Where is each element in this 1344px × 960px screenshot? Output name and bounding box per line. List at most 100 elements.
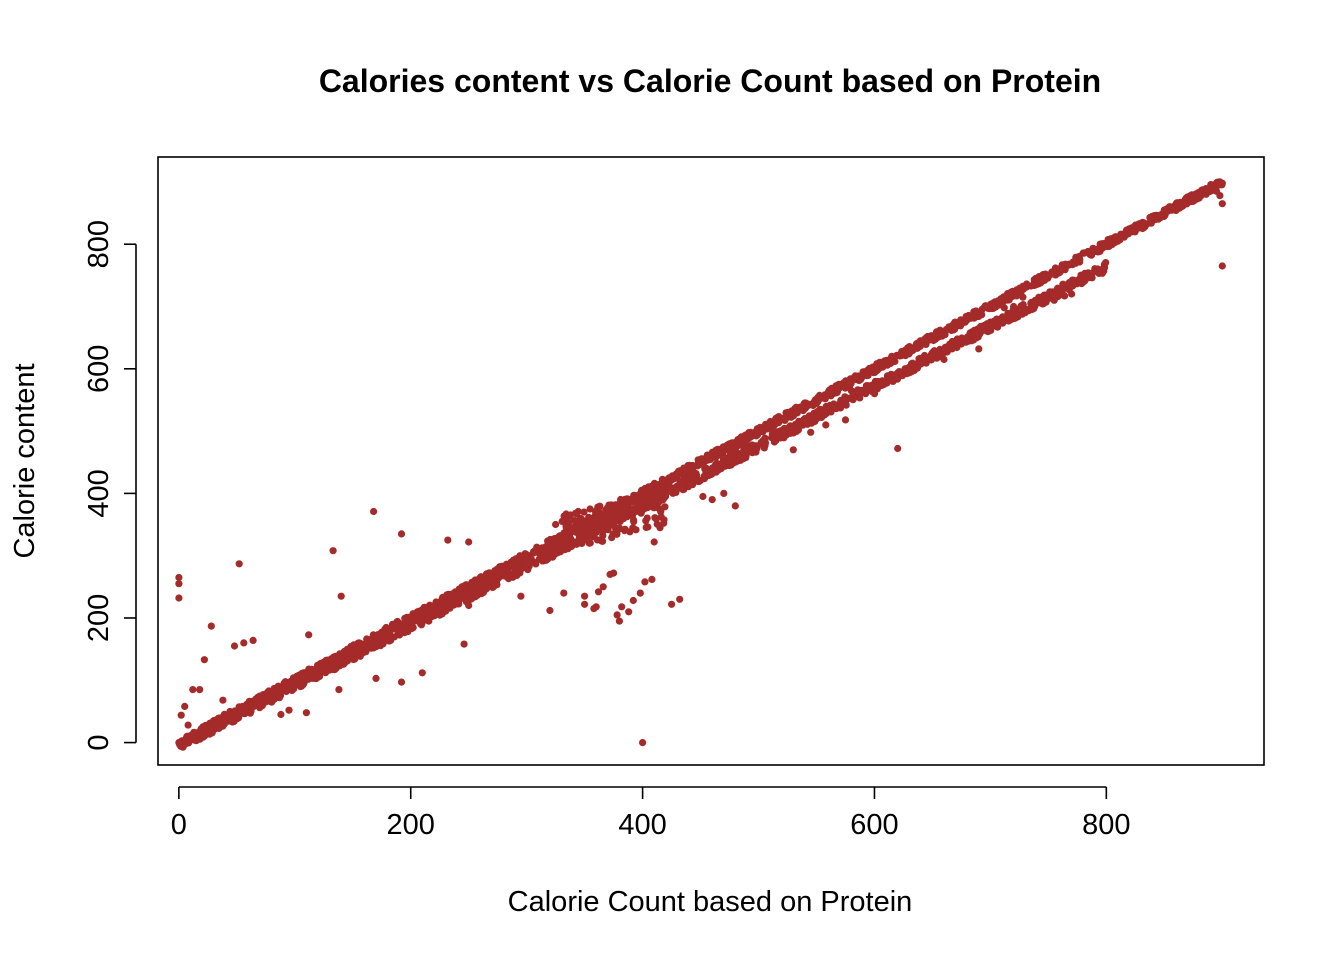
data-point: [483, 584, 491, 592]
data-point: [1191, 195, 1199, 203]
data-point: [1075, 252, 1083, 260]
data-point: [822, 421, 830, 429]
data-point: [990, 303, 998, 311]
data-point: [760, 444, 768, 452]
data-point: [894, 444, 902, 453]
data-point: [444, 536, 452, 544]
data-point: [323, 663, 331, 671]
chart-title: Calories content vs Calorie Count based …: [319, 63, 1101, 99]
data-point: [636, 508, 644, 516]
data-point: [787, 413, 795, 421]
data-point: [397, 530, 406, 538]
data-point: [795, 420, 803, 428]
data-point: [656, 524, 664, 532]
data-point: [1138, 224, 1147, 233]
data-point: [578, 539, 586, 548]
data-point: [285, 683, 293, 691]
data-point: [428, 613, 436, 621]
data-point: [394, 627, 402, 635]
data-point: [668, 472, 676, 480]
data-point: [468, 578, 476, 586]
data-point: [1004, 309, 1012, 318]
data-point: [177, 711, 185, 719]
data-point: [581, 600, 589, 608]
data-point: [889, 377, 897, 385]
data-point: [277, 710, 285, 719]
data-point: [329, 547, 337, 555]
data-point: [1197, 192, 1205, 200]
data-point: [235, 560, 243, 568]
data-point: [1007, 289, 1015, 297]
data-point: [1034, 279, 1042, 287]
data-point: [1218, 179, 1226, 187]
x-tick-label: 800: [1082, 809, 1130, 841]
data-point: [1035, 273, 1043, 281]
data-point: [305, 631, 313, 639]
points-layer: [175, 178, 1226, 751]
data-point: [615, 500, 624, 509]
data-point: [581, 592, 589, 600]
data-point: [552, 520, 560, 529]
data-point: [1100, 264, 1109, 272]
data-point: [621, 527, 629, 535]
data-point: [401, 622, 410, 630]
data-point: [815, 413, 823, 421]
data-point: [636, 499, 644, 507]
data-point: [360, 646, 368, 654]
data-point: [668, 600, 676, 608]
data-point: [240, 639, 248, 647]
data-point: [1216, 192, 1224, 200]
data-point: [384, 631, 392, 640]
x-tick-label: 600: [850, 809, 898, 841]
data-point: [841, 416, 850, 424]
data-point: [1000, 304, 1008, 312]
data-point: [1092, 266, 1100, 274]
data-point: [1112, 233, 1120, 241]
data-point: [922, 340, 930, 348]
data-point: [821, 395, 829, 403]
data-point: [1086, 251, 1094, 259]
y-tick-label: 200: [83, 594, 115, 642]
data-point: [699, 492, 707, 501]
data-point: [1050, 296, 1058, 304]
data-point: [644, 523, 652, 531]
data-point: [517, 592, 525, 600]
data-point: [777, 427, 785, 435]
data-point: [781, 416, 789, 424]
data-point: [580, 508, 588, 516]
data-point: [1027, 303, 1035, 312]
data-point: [1172, 206, 1180, 215]
data-point: [196, 686, 204, 694]
data-point: [184, 721, 192, 729]
data-point: [722, 461, 730, 469]
data-point: [694, 477, 702, 486]
data-point: [585, 539, 593, 547]
data-point: [756, 425, 764, 433]
data-point: [175, 573, 183, 582]
data-point: [1039, 293, 1047, 301]
data-point: [244, 701, 252, 709]
data-point: [658, 475, 667, 483]
data-point: [230, 642, 239, 650]
data-point: [1204, 185, 1212, 193]
data-point: [1120, 233, 1128, 241]
data-point: [1209, 181, 1217, 189]
data-point: [175, 739, 183, 747]
data-point: [599, 583, 607, 591]
data-point: [576, 530, 585, 538]
data-point: [389, 623, 397, 631]
data-point: [193, 733, 201, 741]
data-point: [493, 581, 501, 589]
data-point: [1140, 219, 1148, 227]
data-point: [181, 702, 189, 711]
data-point: [643, 514, 651, 522]
data-point: [175, 580, 183, 588]
data-point: [569, 525, 577, 533]
data-point: [512, 563, 520, 571]
data-point: [972, 332, 980, 340]
data-point: [321, 669, 330, 677]
data-point: [179, 743, 187, 751]
data-point: [210, 720, 219, 729]
data-point: [253, 699, 261, 707]
data-point: [770, 421, 778, 429]
